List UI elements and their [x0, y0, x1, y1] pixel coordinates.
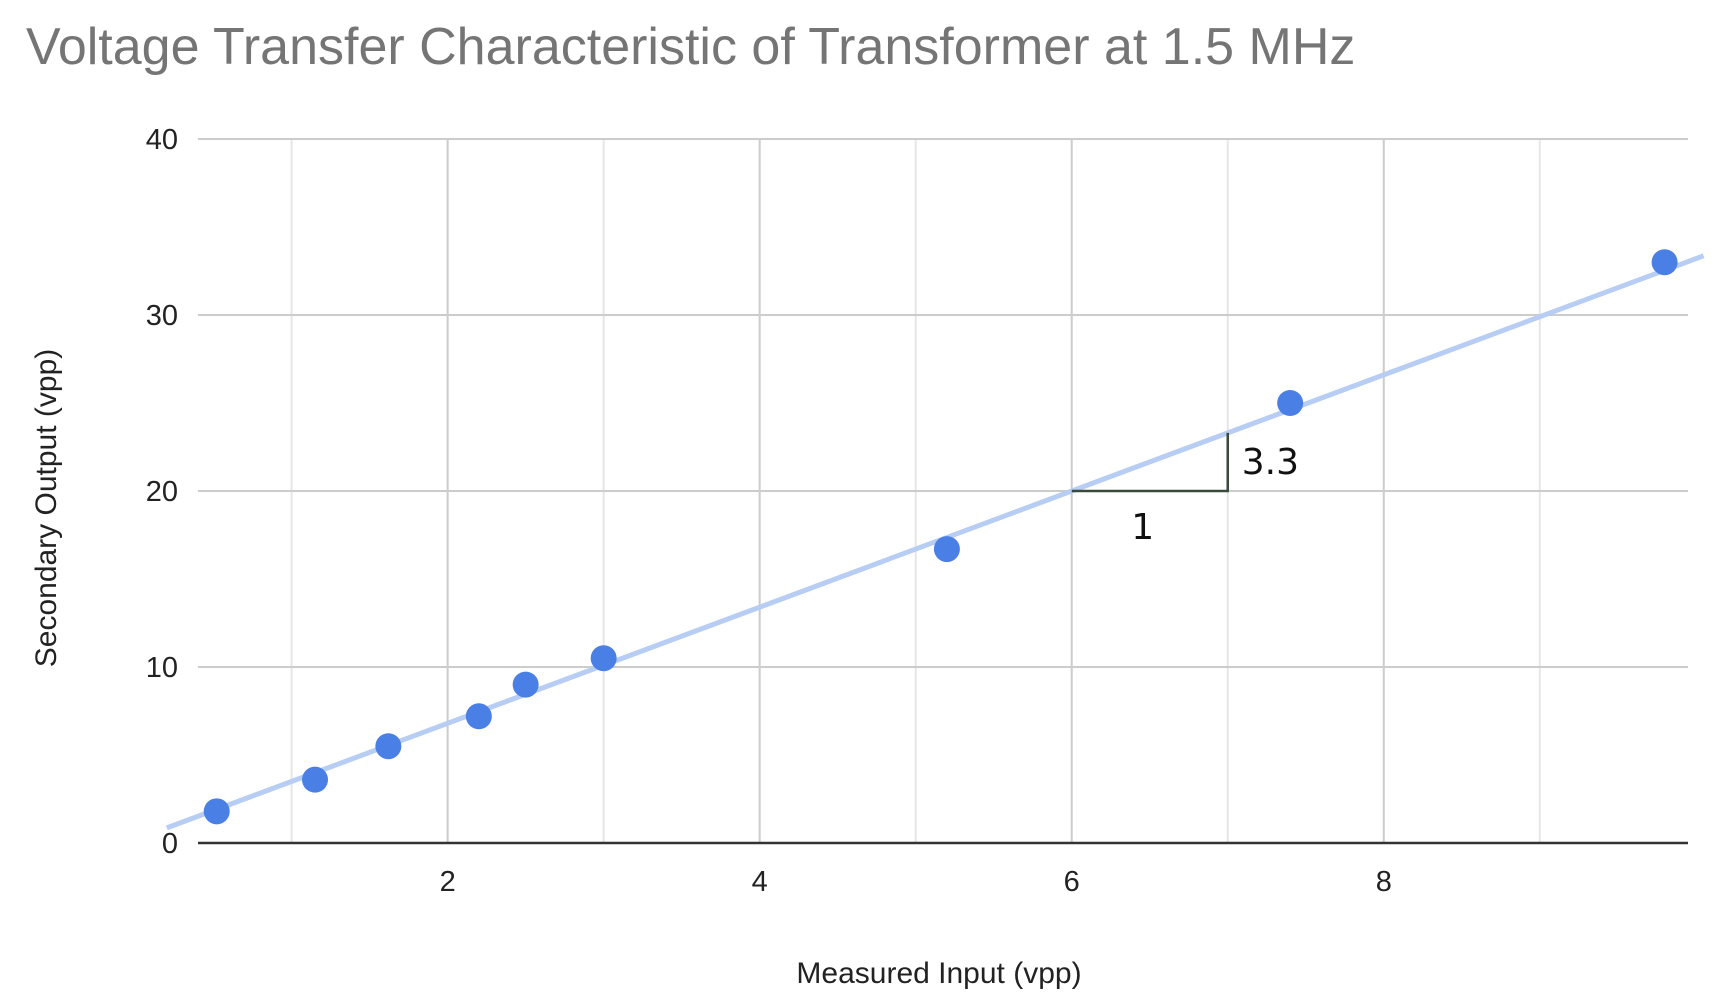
trendline [165, 253, 1705, 831]
x-tick-label: 4 [752, 866, 768, 898]
data-point [933, 536, 960, 563]
tick-labels: 0 10 20 30 40 2 4 6 8 [146, 124, 1392, 898]
y-tick-label: 30 [146, 300, 178, 332]
data-point [1277, 390, 1304, 416]
data-point [512, 671, 539, 698]
slope-rise-label: 3.3 [1242, 442, 1299, 483]
gridlines [198, 138, 1688, 845]
data-point [375, 733, 402, 760]
x-tick-label: 2 [440, 866, 456, 898]
chart-title: Voltage Transfer Characteristic of Trans… [26, 18, 1355, 76]
data-point [465, 703, 492, 730]
data-point [590, 645, 617, 672]
x-tick-label: 6 [1064, 866, 1080, 898]
x-tick-label: 8 [1376, 866, 1392, 898]
data-point [203, 798, 230, 825]
x-axis-label: Measured Input (vpp) [796, 957, 1081, 990]
y-tick-label: 40 [146, 124, 178, 156]
data-points [203, 249, 1678, 825]
data-point [1651, 249, 1678, 276]
slope-annotation: 13.3 [1071, 432, 1299, 548]
y-tick-label: 20 [146, 476, 178, 508]
y-tick-label: 10 [146, 652, 178, 684]
y-axis-label: Secondary Output (vpp) [30, 349, 63, 668]
slope-run-label: 1 [1131, 507, 1154, 548]
y-tick-label: 0 [162, 828, 178, 860]
slope-triangle [1071, 432, 1229, 493]
data-point [302, 766, 329, 793]
